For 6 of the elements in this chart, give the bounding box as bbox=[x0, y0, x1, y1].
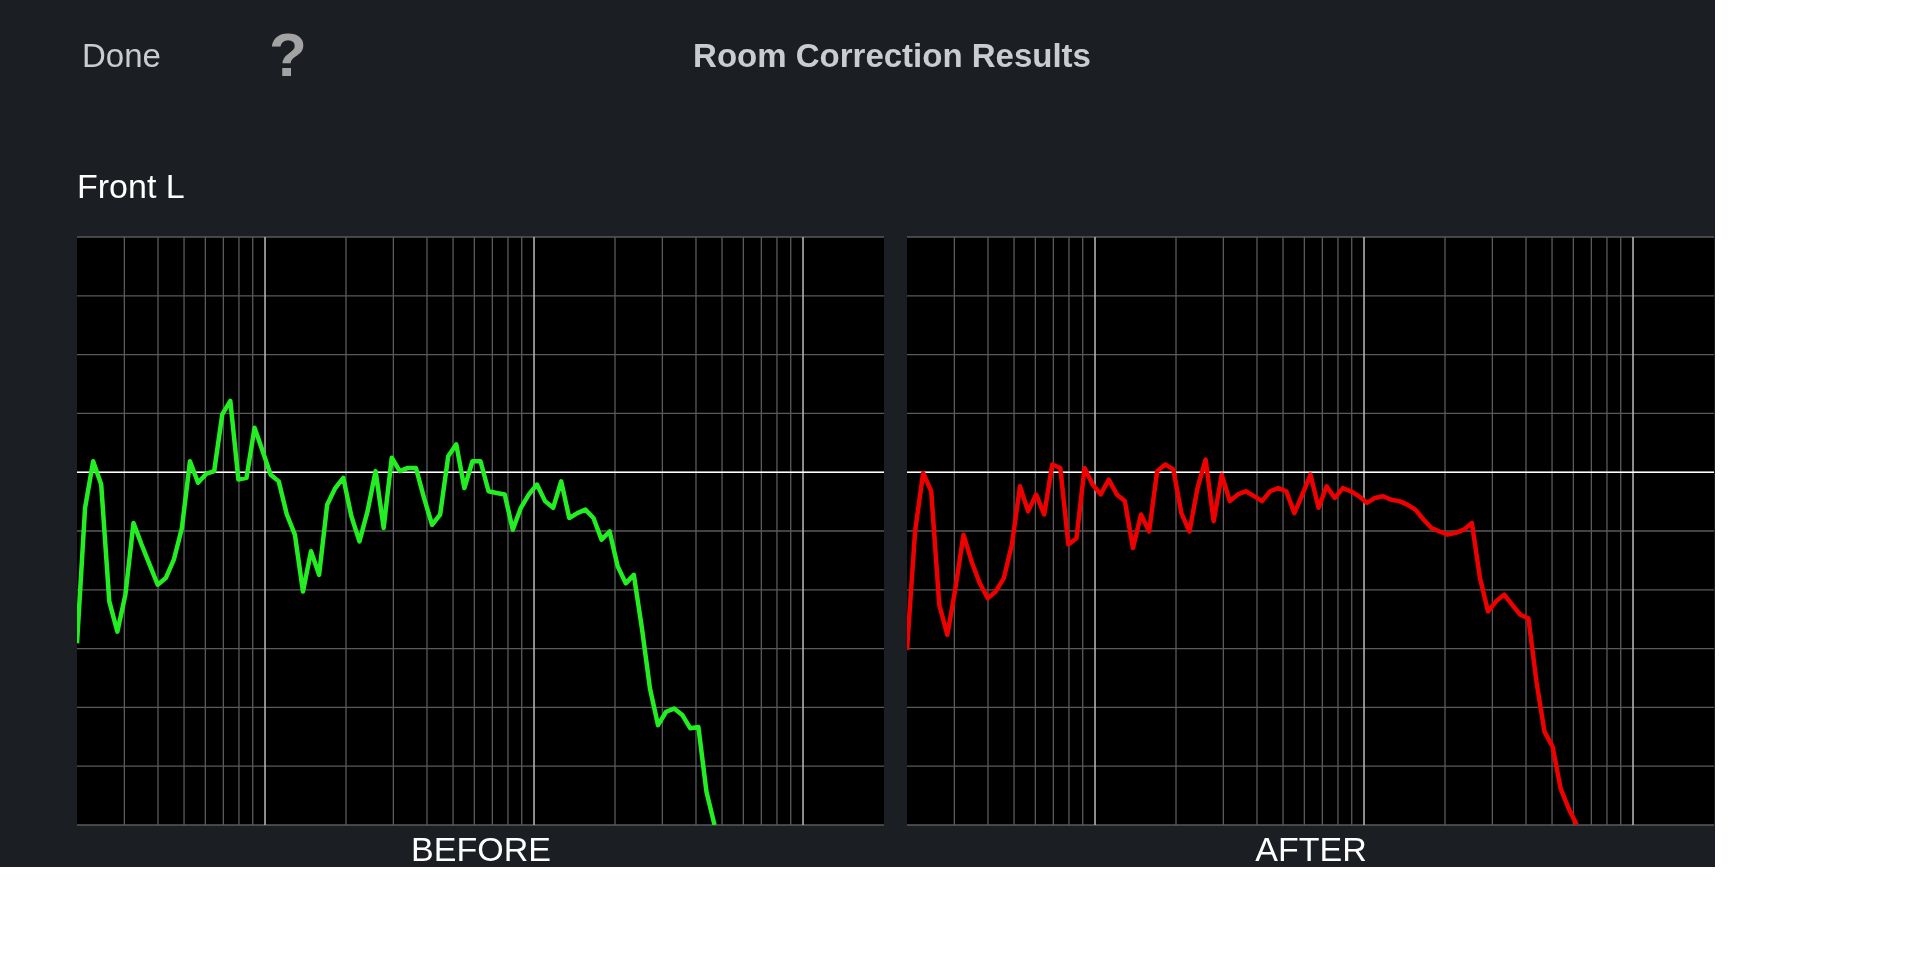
x-axis-title: BEFORE bbox=[411, 829, 551, 868]
x-axis-title: AFTER bbox=[1255, 829, 1367, 868]
chart-subtitle: Front L bbox=[77, 167, 185, 205]
text: Done bbox=[82, 37, 161, 74]
text: ? bbox=[269, 20, 307, 89]
chart-title: Room Correction Results bbox=[693, 37, 1091, 74]
